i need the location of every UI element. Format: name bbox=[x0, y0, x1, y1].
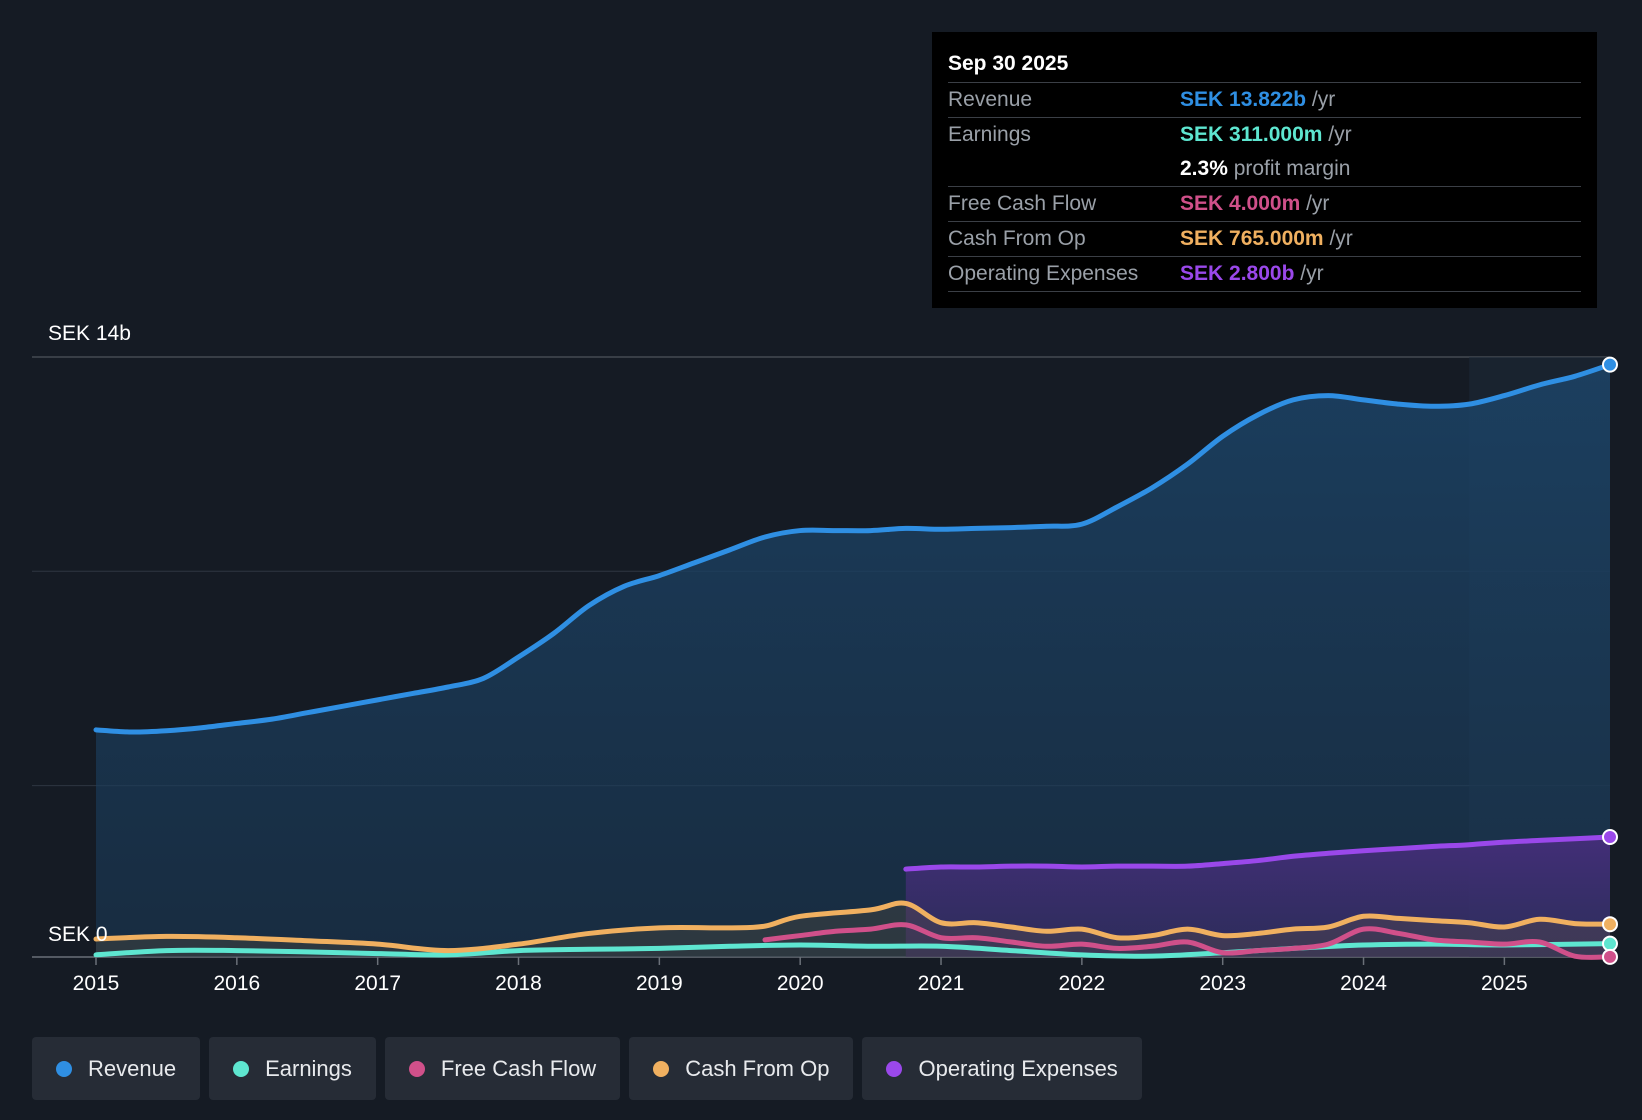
earnings-end-marker bbox=[1602, 935, 1618, 952]
operating-expenses-line bbox=[903, 834, 1613, 872]
cash-from-op-line bbox=[93, 900, 1613, 954]
x-tick-label: 2017 bbox=[354, 972, 401, 995]
tooltip-value: SEK 2.800b bbox=[1180, 262, 1295, 285]
tooltip-row-profit-margin: 2.3% profit margin bbox=[948, 152, 1581, 187]
tooltip-row-revenue: Revenue SEK 13.822b /yr bbox=[948, 83, 1581, 118]
x-tick-label: 2019 bbox=[636, 972, 683, 995]
series-areas bbox=[96, 364, 1610, 958]
tooltip-label: Earnings bbox=[948, 123, 1031, 146]
tooltip-row-cash-from-op: Cash From Op SEK 765.000m /yr bbox=[948, 222, 1581, 257]
x-tick-label: 2025 bbox=[1481, 972, 1528, 995]
x-tick-label: 2023 bbox=[1199, 972, 1246, 995]
legend-label: Free Cash Flow bbox=[440, 1055, 597, 1081]
x-tick-label: 2020 bbox=[777, 972, 824, 995]
legend-label: Revenue bbox=[88, 1055, 177, 1081]
legend-item-cash-from-op[interactable]: Cash From Op bbox=[629, 1037, 854, 1100]
legend-item-revenue[interactable]: Revenue bbox=[32, 1037, 201, 1100]
free-cash-flow-end-marker bbox=[1602, 948, 1618, 965]
legend-item-earnings[interactable]: Earnings bbox=[209, 1037, 376, 1100]
series-lines bbox=[93, 362, 1613, 960]
free-cash-flow-line bbox=[762, 922, 1613, 960]
legend-item-operating-expenses[interactable]: Operating Expenses bbox=[862, 1037, 1142, 1100]
tooltip-value: 2.3% bbox=[1180, 157, 1228, 180]
tooltip-panel: Sep 30 2025 Revenue SEK 13.822b /yr Earn… bbox=[932, 32, 1597, 308]
legend: Revenue Earnings Free Cash Flow Cash Fro… bbox=[32, 1037, 1151, 1100]
x-tick-label: 2018 bbox=[495, 972, 542, 995]
tooltip-unit: /yr bbox=[1322, 123, 1352, 146]
x-tick-label: 2024 bbox=[1340, 972, 1387, 995]
revenue-area bbox=[96, 364, 1610, 958]
x-axis-ticks: 2015 2016 2017 2018 2019 2020 2021 2022 2023 2024… bbox=[73, 957, 1528, 995]
tooltip-row-earnings: Earnings SEK 311.000m /yr bbox=[948, 118, 1581, 152]
tooltip-row-operating-expenses: Operating Expenses SEK 2.800b /yr bbox=[948, 257, 1581, 292]
cash-from-op-end-marker bbox=[1602, 916, 1618, 933]
tooltip-label: Free Cash Flow bbox=[948, 192, 1097, 215]
legend-label: Earnings bbox=[265, 1055, 352, 1081]
legend-label: Operating Expenses bbox=[918, 1055, 1118, 1081]
earnings-line bbox=[93, 941, 1613, 959]
tooltip-label bbox=[948, 152, 1180, 186]
operating-expenses-end-marker bbox=[1602, 829, 1618, 845]
tooltip-value: SEK 13.822b bbox=[1180, 88, 1307, 111]
x-tick-label: 2022 bbox=[1059, 972, 1106, 995]
legend-dot-icon bbox=[886, 1060, 903, 1077]
tooltip-unit: /yr bbox=[1323, 227, 1353, 250]
y-axis-top-label: SEK 14b bbox=[48, 322, 131, 345]
tooltip-label: Revenue bbox=[948, 88, 1033, 111]
legend-dot-icon bbox=[408, 1060, 425, 1077]
revenue-line bbox=[93, 362, 1613, 735]
tooltip-row-free-cash-flow: Free Cash Flow SEK 4.000m /yr bbox=[948, 187, 1581, 222]
tooltip-label: Operating Expenses bbox=[948, 262, 1139, 285]
x-tick-label: 2016 bbox=[213, 972, 260, 995]
tooltip-value: SEK 765.000m bbox=[1180, 227, 1324, 250]
revenue-end-marker bbox=[1602, 356, 1618, 373]
tooltip-value: SEK 311.000m bbox=[1180, 123, 1323, 146]
x-tick-label: 2015 bbox=[73, 972, 120, 995]
tooltip-unit: /yr bbox=[1306, 88, 1336, 111]
tooltip-date: Sep 30 2025 bbox=[948, 46, 1581, 83]
series-end-markers bbox=[1602, 356, 1618, 965]
legend-dot-icon bbox=[56, 1060, 72, 1077]
legend-dot-icon bbox=[653, 1060, 670, 1077]
y-axis-bottom-label: SEK 0 bbox=[48, 923, 108, 946]
tooltip-unit: profit margin bbox=[1227, 157, 1351, 180]
tooltip-label: Cash From Op bbox=[948, 227, 1086, 250]
legend-dot-icon bbox=[233, 1060, 250, 1077]
legend-item-free-cash-flow[interactable]: Free Cash Flow bbox=[384, 1037, 621, 1100]
tooltip-unit: /yr bbox=[1294, 262, 1324, 285]
tooltip-unit: /yr bbox=[1300, 192, 1330, 215]
legend-label: Cash From Op bbox=[685, 1055, 830, 1081]
tooltip-value: SEK 4.000m bbox=[1180, 192, 1301, 215]
x-tick-label: 2021 bbox=[918, 972, 965, 995]
